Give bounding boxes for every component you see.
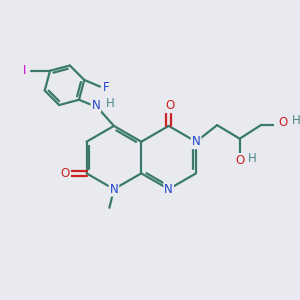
Text: N: N xyxy=(192,135,200,148)
Text: H: H xyxy=(106,97,114,110)
Text: O: O xyxy=(278,116,287,129)
Text: O: O xyxy=(236,154,245,167)
Text: N: N xyxy=(92,99,100,112)
Text: O: O xyxy=(61,167,70,180)
Text: H: H xyxy=(292,114,300,127)
Text: F: F xyxy=(103,81,110,94)
Text: I: I xyxy=(23,64,26,77)
Text: H: H xyxy=(248,152,257,165)
Text: O: O xyxy=(166,99,175,112)
Text: N: N xyxy=(110,183,118,196)
Text: N: N xyxy=(164,183,173,196)
